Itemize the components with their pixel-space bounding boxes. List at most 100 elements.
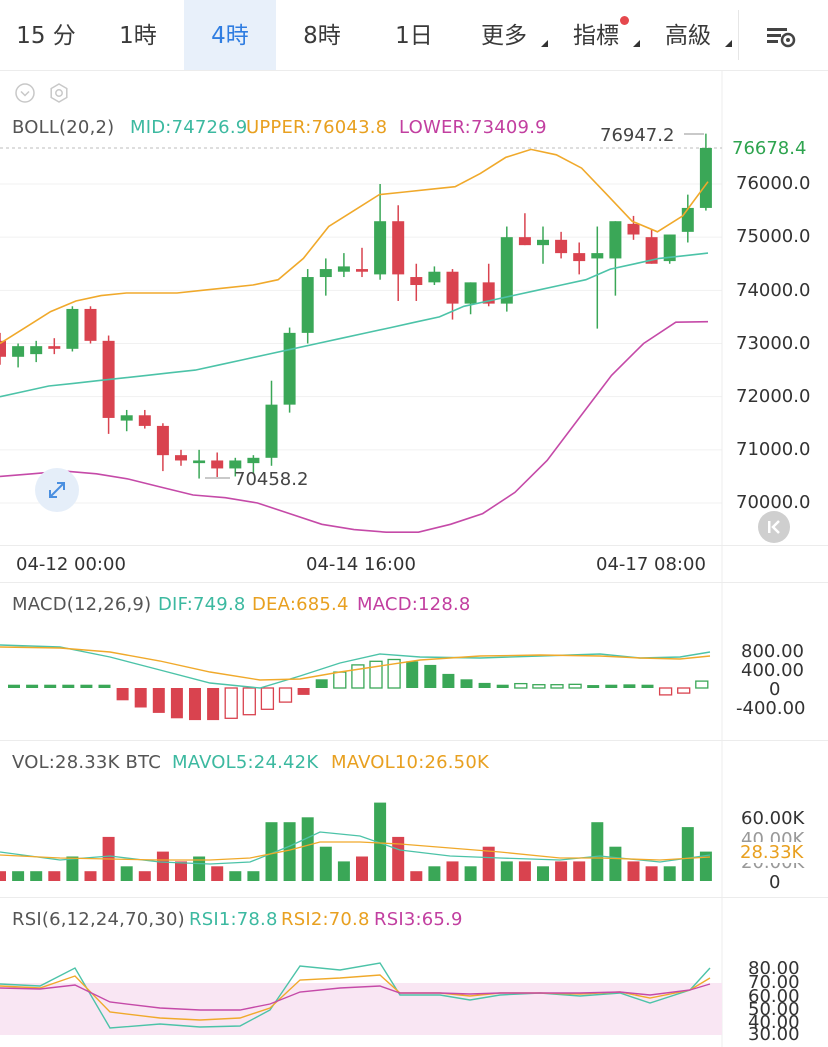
boll-mid-value: MID:74726.9 (130, 117, 248, 138)
macd-hist-bar (514, 682, 528, 689)
y-tick-71000: 71000.0 (736, 439, 811, 460)
vol-mavol10-line (0, 841, 711, 861)
macd-hist-bar (116, 688, 129, 701)
rsi2-value: RSI2:70.8 (281, 909, 370, 930)
volume-bar (30, 871, 43, 881)
rsi-y-30: 30.00 (748, 1024, 800, 1045)
macd-hist-bar (478, 682, 491, 688)
volume-bar (0, 871, 6, 881)
chart-settings-button[interactable] (760, 18, 800, 54)
vol-title: VOL:28.33K BTC (12, 752, 161, 773)
volume-bar (229, 871, 242, 881)
macd-divider (0, 582, 828, 583)
tab-more[interactable]: 更多 (462, 0, 548, 70)
y-tick-76000: 76000.0 (736, 173, 811, 194)
volume-bar (48, 871, 61, 881)
collapse-indicators-button[interactable] (14, 82, 36, 104)
y-tick-72000: 72000.0 (736, 386, 811, 407)
candle-body (356, 269, 368, 272)
boll-lower-line (0, 320, 709, 534)
tab-1d[interactable]: 1日 (395, 23, 433, 49)
volume-bar (319, 846, 332, 881)
tab-15min[interactable]: 15 分 (16, 23, 76, 49)
tab-indicators-label: 指標 (573, 23, 619, 49)
tab-4h[interactable]: 4時 (184, 0, 276, 70)
volume-bar (175, 861, 187, 881)
macd-hist-bar (170, 688, 183, 719)
macd-hist-bar (532, 684, 546, 689)
macd-hist-bar (677, 687, 691, 694)
x-tick-0: 04-12 00:00 (16, 554, 126, 575)
volume-bar (464, 866, 477, 881)
timeframe-toolbar: 15 分 1時 4時 8時 1日 更多 指標 高級 (0, 0, 828, 70)
fullscreen-button[interactable] (35, 468, 79, 512)
macd-hist-bar (224, 687, 238, 719)
macd-hist-bar (550, 684, 564, 689)
candle-body (627, 223, 640, 235)
tab-more-label: 更多 (481, 23, 527, 49)
candle-body (482, 282, 495, 304)
macd-hist-bar (460, 679, 473, 688)
volume-bar (500, 861, 513, 881)
scroll-to-latest-button[interactable] (758, 511, 790, 543)
last-price-tag: 76678.4 (726, 136, 813, 162)
macd-hist-bar (424, 664, 437, 688)
rsi3-line (0, 983, 711, 1011)
x-tick-2: 04-17 08:00 (596, 554, 706, 575)
boll-title: BOLL(20,2) (12, 117, 115, 138)
volume-bar (211, 866, 224, 881)
macd-hist-bar (26, 684, 39, 688)
candle-body (663, 234, 676, 262)
volume-bar (138, 871, 151, 881)
candle-body (681, 207, 694, 232)
volume-bar (12, 871, 25, 881)
macd-hist-bar (8, 684, 20, 688)
candle-body (120, 415, 133, 421)
boll-upper-value: UPPER:76043.8 (246, 117, 388, 138)
candle-body (464, 282, 477, 304)
volume-bar (663, 866, 676, 881)
macd-hist-bar (496, 684, 509, 688)
candle-body (428, 271, 441, 283)
vol-y-60k: 60.00K (741, 808, 805, 829)
macd-hist-bar (242, 687, 256, 716)
candle-body (410, 277, 423, 286)
rsi-y-50: 50.00 (748, 999, 800, 1020)
volume-bar (356, 856, 368, 881)
macd-hist-bar (315, 679, 328, 688)
volume-bar (265, 822, 278, 881)
notification-dot-icon (620, 16, 629, 25)
tab-indicators[interactable]: 指標 (554, 0, 640, 70)
macd-hist-bar (333, 671, 347, 689)
candle-body (537, 239, 549, 246)
y-tick-73000: 73000.0 (736, 333, 811, 354)
macd-hist-bar (695, 680, 709, 689)
high-price-label: 76947.2 (600, 125, 675, 146)
volume-bar (120, 866, 133, 881)
candle-body (175, 455, 187, 461)
macd-y-800: 800.00 (741, 641, 804, 662)
volume-bar (482, 846, 495, 881)
tab-1h[interactable]: 1時 (119, 23, 157, 49)
macd-hist-bar (278, 687, 293, 703)
candle-body (12, 346, 25, 357)
dropdown-triangle-icon (725, 40, 732, 47)
volume-bar (681, 827, 694, 881)
rsi-band-30-70 (0, 983, 722, 1035)
candle-body (211, 460, 224, 469)
macd-hist-bar (134, 688, 147, 708)
tab-8h[interactable]: 8時 (303, 23, 341, 49)
indicator-settings-button[interactable] (48, 82, 70, 104)
rsi-y-70: 70.00 (748, 972, 800, 993)
macd-hist-bar (369, 660, 383, 689)
macd-hist-bar (260, 687, 275, 710)
low-price-label: 70458.2 (234, 469, 309, 490)
chart-settings-icon (767, 28, 796, 48)
rsi3-value: RSI3:65.9 (374, 909, 463, 930)
volume-bar (193, 856, 206, 881)
rsi1-line (0, 962, 711, 1029)
rsi-divider (0, 897, 828, 898)
tab-advanced[interactable]: 高級 (646, 0, 732, 70)
vol-divider (0, 740, 828, 741)
